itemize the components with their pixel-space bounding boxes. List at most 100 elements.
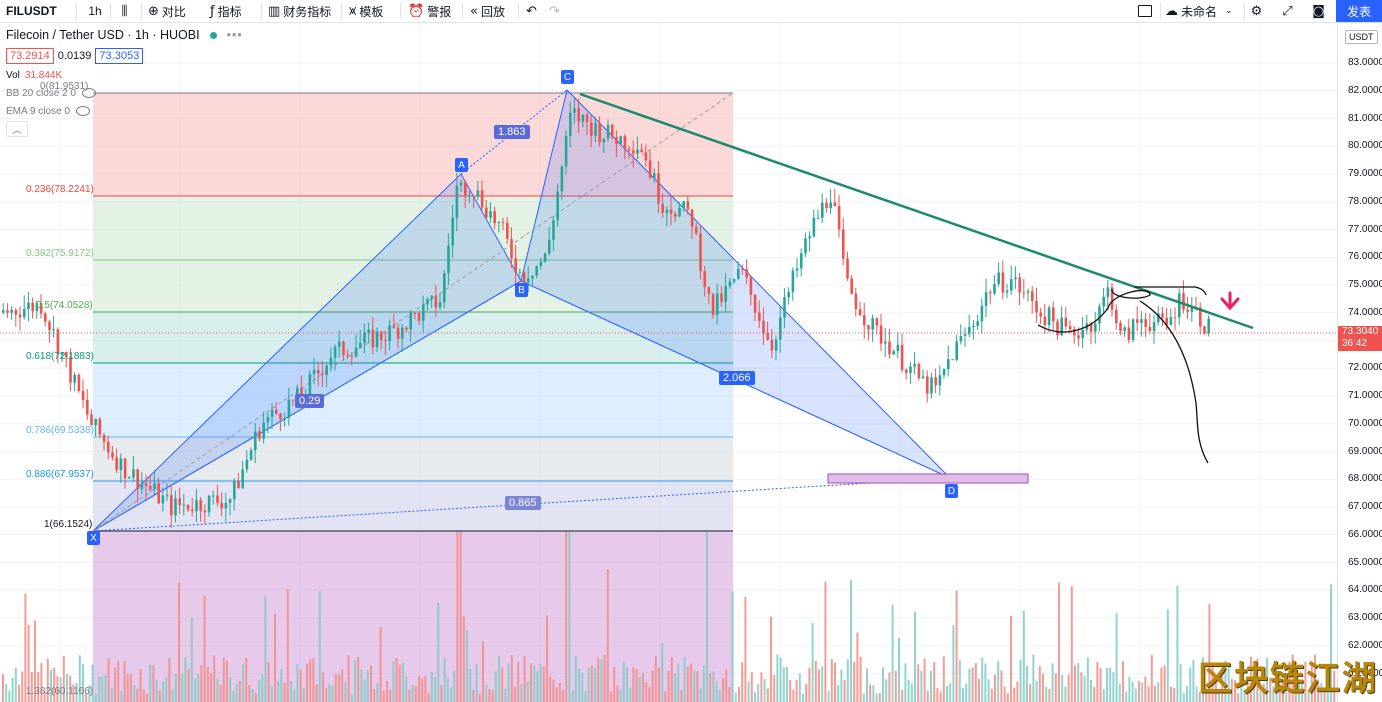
volume-bar xyxy=(293,689,296,702)
volume-bar xyxy=(590,665,593,702)
fullscreen-layout-button[interactable] xyxy=(1136,0,1154,22)
eye-hidden-icon[interactable] xyxy=(82,88,97,98)
candle-body xyxy=(707,287,711,294)
eye-hidden-icon[interactable] xyxy=(75,106,90,116)
volume-bar xyxy=(984,663,987,702)
volume-bar xyxy=(104,675,107,702)
symbol-title: Filecoin / Tether USD · 1h · HUOBI xyxy=(6,28,200,42)
volume-bar xyxy=(174,674,177,702)
volume-indicator[interactable]: Vol 31.844K xyxy=(6,68,243,82)
candle-body xyxy=(1043,316,1047,326)
volume-bar xyxy=(1205,688,1208,702)
volume-bar xyxy=(965,683,968,702)
undo-button[interactable]: ↶ xyxy=(525,0,541,22)
volume-bar xyxy=(462,616,465,702)
candle-body xyxy=(98,418,102,435)
user-drawings[interactable] xyxy=(0,92,1337,464)
candle-body xyxy=(791,270,795,293)
volume-bar xyxy=(1246,680,1249,702)
fib-retracement[interactable] xyxy=(93,92,733,702)
volume-bar xyxy=(280,669,283,702)
price-axis[interactable]: 83.0000 82.0000 81.0000 80.0000 79.0000 78.00… xyxy=(1337,23,1382,702)
candle-body xyxy=(245,459,249,470)
price-chart[interactable] xyxy=(0,23,1337,702)
price-axis-label: 62.0000 xyxy=(1348,639,1382,651)
templates-label: 模板 xyxy=(359,4,384,19)
volume-bar xyxy=(254,692,257,702)
candle-body xyxy=(1131,319,1135,341)
pattern-point-x[interactable]: X xyxy=(87,531,100,545)
indicators-label: 指标 xyxy=(217,4,242,19)
volume-bar xyxy=(654,656,657,702)
volume-bar xyxy=(776,654,779,702)
volume-bar xyxy=(414,685,417,702)
candle-body xyxy=(783,297,786,318)
volume-bar xyxy=(1074,665,1076,702)
volume-bar xyxy=(1134,688,1137,702)
candle-body xyxy=(111,452,114,458)
sell-price-button[interactable]: 73.2914 xyxy=(6,48,54,64)
compare-button[interactable]: ⊕ 对比 xyxy=(148,0,186,22)
publish-button[interactable]: 发表 xyxy=(1336,0,1382,22)
candle-body xyxy=(1169,317,1173,325)
pattern-point-c[interactable]: C xyxy=(561,70,574,84)
volume-bar xyxy=(1285,678,1288,702)
candle-body xyxy=(963,334,967,336)
harmonic-pattern[interactable] xyxy=(92,89,1029,532)
candle-body xyxy=(1199,307,1202,327)
volume-bar xyxy=(782,667,785,702)
volume-bar xyxy=(565,532,568,702)
volume-bar xyxy=(875,693,878,702)
cloud-icon: ☁ xyxy=(1165,3,1178,19)
candle-body xyxy=(959,335,963,342)
chart-type-button[interactable]: ⫼ xyxy=(116,0,136,22)
currency-button[interactable]: USDT xyxy=(1345,30,1378,44)
interval-button[interactable]: 1h xyxy=(88,4,102,18)
financials-button[interactable]: ▥ 财务指标 xyxy=(268,0,331,22)
alert-button[interactable]: ⏰ 警报 xyxy=(408,0,451,22)
candle-body xyxy=(947,359,950,370)
snapshot-button[interactable]: ◙ xyxy=(1310,0,1330,22)
candle-body xyxy=(199,499,202,511)
candle-body xyxy=(170,495,173,516)
collapse-legend-button[interactable]: ︿ xyxy=(6,121,28,137)
candle-body xyxy=(447,245,450,274)
volume-bar xyxy=(715,682,718,702)
candle-body xyxy=(917,363,921,379)
fib-level-0786: 0.786(69.5338) xyxy=(26,425,94,436)
templates-button[interactable]: ⩙ 模板 xyxy=(349,0,383,22)
volume-bar xyxy=(1048,688,1051,702)
pattern-point-b[interactable]: B xyxy=(515,283,528,297)
symbol-search-button[interactable]: FILUSDT xyxy=(6,4,57,18)
function-icon: ƒ xyxy=(210,3,215,19)
settings-button[interactable]: ⚙ xyxy=(1249,0,1267,22)
volume-bar xyxy=(901,689,904,702)
pattern-point-a[interactable]: A xyxy=(455,158,468,172)
volume-bar xyxy=(882,667,884,702)
bb-indicator[interactable]: BB 20 close 2 0 xyxy=(6,86,243,100)
pattern-point-d[interactable]: D xyxy=(945,484,958,498)
ratio-badge-xd: 0.865 xyxy=(505,496,541,510)
more-icon[interactable]: ••• xyxy=(226,28,243,42)
replay-button[interactable]: «回放 xyxy=(470,0,505,22)
volume-bar xyxy=(840,669,843,702)
fib-level-05: 0.5(74.0528) xyxy=(36,300,93,311)
volume-bar xyxy=(706,532,708,702)
ema-indicator[interactable]: EMA 9 close 0 xyxy=(6,104,243,118)
indicators-button[interactable]: ƒ 指标 xyxy=(210,0,242,22)
volume-bar xyxy=(981,657,984,702)
fullscreen-button[interactable]: ⤢ xyxy=(1280,0,1298,22)
volume-bar xyxy=(341,669,344,702)
redo-button[interactable]: ↷ xyxy=(548,0,564,22)
candle-body xyxy=(556,191,559,221)
volume-bar xyxy=(923,658,926,702)
volume-bar xyxy=(725,669,728,702)
buy-price-button[interactable]: 73.3053 xyxy=(95,48,144,64)
volume-bar xyxy=(325,687,328,702)
candle-body xyxy=(434,295,438,308)
candle-body xyxy=(86,399,89,415)
volume-bar xyxy=(1128,677,1131,702)
layout-name-button[interactable]: ☁ 未命名 ⌄ xyxy=(1165,0,1236,22)
candle-body xyxy=(350,355,354,357)
volume-bar xyxy=(424,675,427,702)
